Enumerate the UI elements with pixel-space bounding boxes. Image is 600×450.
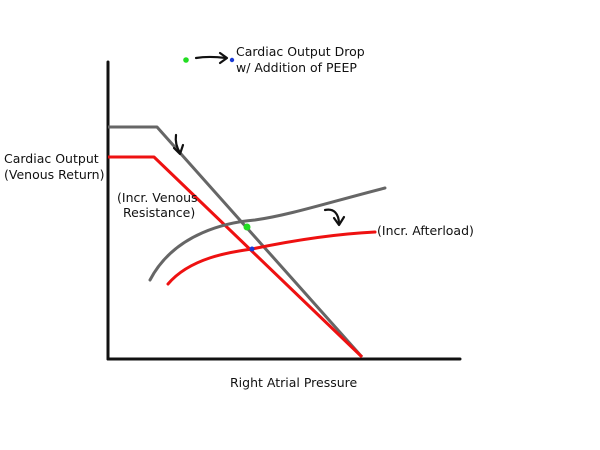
y-axis-label-line1: Cardiac Output <box>4 151 99 166</box>
cardiac-function-curve-baseline <box>148 186 387 282</box>
curved-arrow-down-icon <box>172 133 185 156</box>
venous-return-curve-shifted <box>108 155 364 359</box>
legend-text-line2: w/ Addition of PEEP <box>236 60 357 75</box>
shifted-intersection-point <box>249 246 255 252</box>
arrow-right-icon <box>194 51 229 65</box>
baseline-intersection-point <box>243 223 251 231</box>
venous-resistance-label-line1: (Incr. Venous <box>117 190 198 205</box>
curved-arrow-down-right-icon <box>323 208 346 227</box>
legend-blue-dot <box>229 57 235 63</box>
legend-green-dot <box>183 57 189 63</box>
y-axis-label-line2: (Venous Return) <box>4 167 105 182</box>
x-axis-label: Right Atrial Pressure <box>230 375 358 390</box>
legend-text-line1: Cardiac Output Drop <box>236 44 365 59</box>
venous-return-curve-baseline <box>108 125 364 358</box>
cardiac-function-curve-shifted <box>166 230 377 286</box>
venous-resistance-label-line2: Resistance) <box>123 205 196 220</box>
afterload-label: (Incr. Afterload) <box>377 223 474 238</box>
